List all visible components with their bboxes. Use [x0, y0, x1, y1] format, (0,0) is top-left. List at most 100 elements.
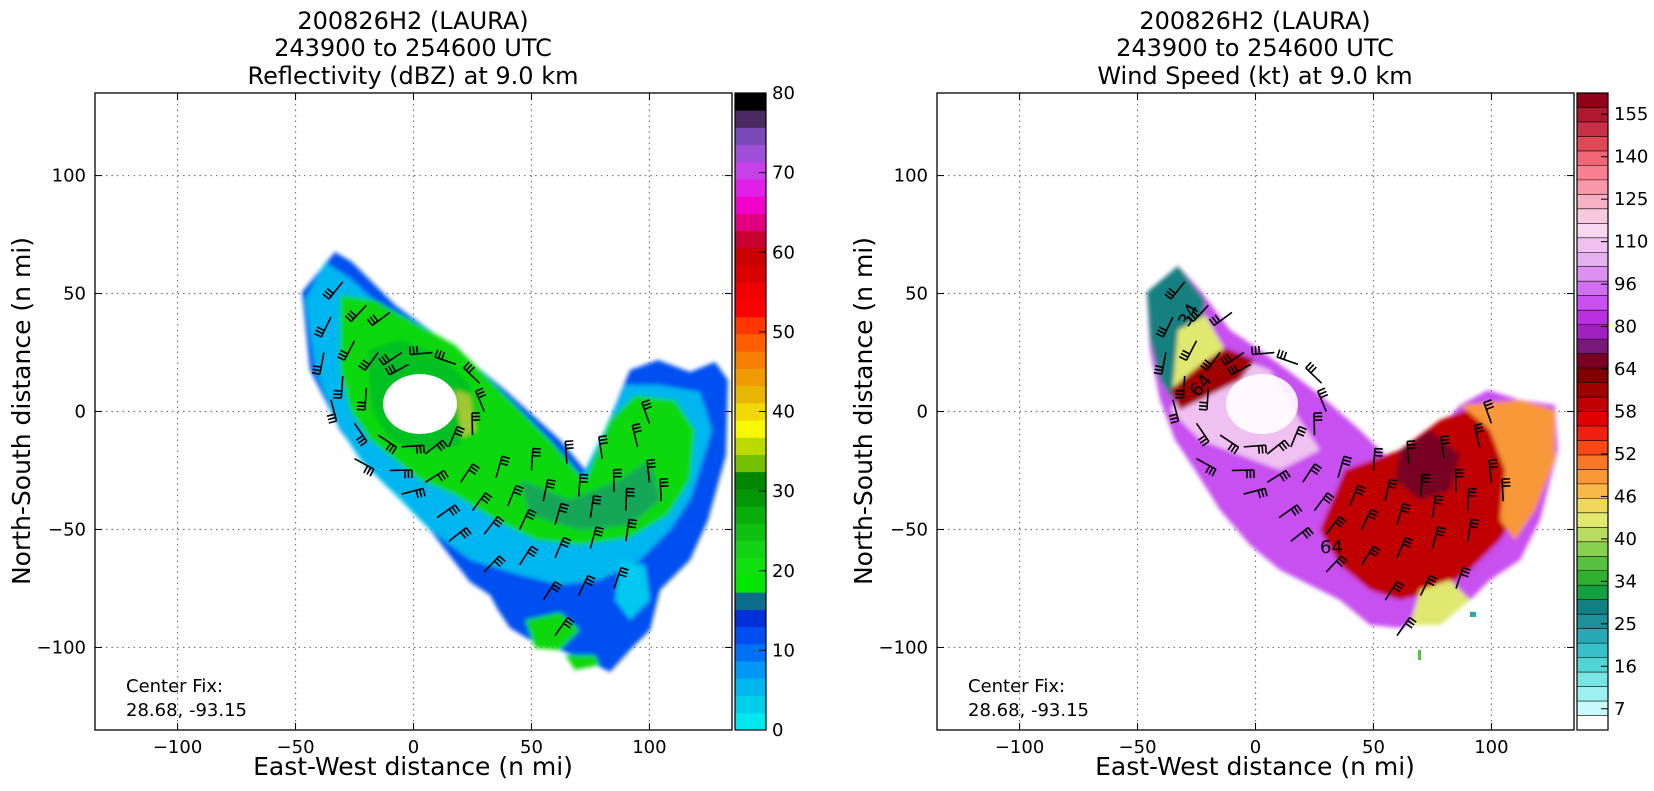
colorbar-swatch [735, 127, 766, 145]
colorbar-tick-label: 46 [1614, 486, 1637, 507]
chart-title-line3: Reflectivity (dBZ) at 9.0 km [248, 62, 579, 90]
y-tick-label: 100 [894, 166, 928, 187]
colorbar-swatch [1577, 180, 1608, 195]
colorbar-swatch [1577, 498, 1608, 513]
colorbar-swatch [735, 472, 766, 490]
wind-barb-flag [1375, 452, 1383, 453]
colorbar-tick-label: 110 [1614, 232, 1648, 253]
wind-barb-flag [417, 346, 418, 354]
colorbar-swatch [735, 575, 766, 593]
colorbar-swatch [1577, 194, 1608, 209]
wind-barb-flag [1489, 460, 1497, 461]
colorbar-tick-label: 16 [1614, 656, 1637, 677]
y-axis-label: North-South distance (n mi) [7, 237, 36, 585]
wind-barb-flag [1490, 467, 1498, 468]
colorbar-swatch [735, 368, 766, 386]
colorbar-swatch [735, 334, 766, 352]
colorbar-swatch [1577, 542, 1608, 557]
y-tick-label: 100 [52, 166, 86, 187]
colorbar-swatch [735, 110, 766, 128]
colorbar-tick-label: 60 [772, 242, 795, 263]
colorbar-swatch [1577, 527, 1608, 542]
x-axis-label: East-West distance (n mi) [1095, 752, 1415, 781]
wind-barb-flag [410, 347, 411, 355]
colorbar-swatch [1577, 209, 1608, 224]
wind-barb-flag [1320, 395, 1327, 398]
colorbar-tick-label: 50 [772, 322, 795, 343]
wind-barb-flag [357, 409, 365, 410]
colorbar-swatch [735, 300, 766, 318]
colorbar-swatch [1577, 238, 1608, 253]
wind-barb-flag [1435, 499, 1443, 500]
wind-barb-flag [1199, 402, 1207, 403]
wind-barb-flag [1281, 351, 1284, 359]
center-fix-label: Center Fix: [968, 676, 1065, 697]
wind-barb-flag [1175, 398, 1183, 399]
colorbar-tick-label: 30 [772, 481, 795, 502]
colorbar-swatch [1577, 368, 1608, 383]
wind-barb-flag [1374, 456, 1382, 457]
wind-barb-flag [334, 394, 342, 395]
wind-barb-flag [413, 346, 414, 354]
colorbar-swatch [735, 678, 766, 696]
x-tick-label: −100 [153, 737, 202, 758]
wind-barb-flag [424, 445, 425, 453]
x-tick-label: −100 [995, 737, 1044, 758]
wind-barb-flag [647, 460, 655, 461]
center-fix-label: Center Fix: [126, 676, 223, 697]
wind-barb-flag [647, 463, 655, 464]
colorbar-swatch [1577, 296, 1608, 311]
wind-barb-flag [329, 421, 337, 423]
colorbar-swatch [1577, 151, 1608, 166]
center-fix-value: 28.68, -93.15 [968, 700, 1089, 721]
colorbar-swatch [1577, 556, 1608, 571]
colorbar-swatch [1577, 440, 1608, 455]
colorbar-swatch [735, 386, 766, 404]
colorbar-swatch [1577, 426, 1608, 441]
colorbar-swatch [735, 713, 766, 731]
y-tick-label: 50 [63, 284, 86, 305]
colorbar-tick-label: 40 [772, 402, 795, 423]
colorbar-tick-label: 140 [1614, 147, 1648, 168]
colorbar-swatch [735, 592, 766, 610]
wind-barb-flag [648, 467, 656, 468]
colorbar-swatch [1577, 339, 1608, 354]
wind-barb-flag [1199, 409, 1207, 410]
colorbar-swatch [1577, 455, 1608, 470]
wind-barb-flag [1176, 394, 1184, 395]
wind-barb-flag [1407, 444, 1415, 445]
y-axis-label: North-South distance (n mi) [849, 237, 878, 585]
wind-barb-flag [1375, 449, 1383, 450]
wind-barb-flag [1422, 482, 1430, 483]
colorbar-swatch [1577, 281, 1608, 296]
chart-title-line3: Wind Speed (kt) at 9.0 km [1097, 62, 1412, 90]
colorbar-swatch [1577, 122, 1608, 137]
wind-barb-flag [593, 503, 601, 504]
wind-barb-flag [1319, 391, 1326, 394]
chart-title-line1: 200826H2 (LAURA) [1139, 7, 1370, 35]
wind-barb-flag [580, 482, 588, 483]
colorbar-swatch [735, 558, 766, 576]
wind-barb-flag [1176, 391, 1184, 392]
colorbar-swatch [735, 282, 766, 300]
wind-barb-flag [1422, 474, 1430, 475]
colorbar-swatch [1577, 614, 1608, 629]
wind-barb-flag [364, 466, 368, 473]
x-tick-label: 100 [632, 737, 666, 758]
colorbar-swatch [1577, 629, 1608, 644]
wind-barb-flag [417, 446, 418, 454]
wind-barb-flag [357, 402, 365, 403]
wind-barb-flag [1435, 503, 1443, 504]
wind-barb-flag [533, 452, 541, 453]
colorbar-swatch [735, 214, 766, 232]
colorbar-swatch [1577, 716, 1608, 731]
colorbar-swatch [1577, 672, 1608, 687]
wind-barb-flag [1259, 346, 1260, 354]
colorbar-tick-label: 80 [1614, 317, 1637, 338]
colorbar-swatch [1577, 585, 1608, 600]
colorbar-tick-label: 10 [772, 640, 795, 661]
colorbar-swatch [1577, 658, 1608, 673]
contour-label: 64 [1320, 537, 1343, 558]
